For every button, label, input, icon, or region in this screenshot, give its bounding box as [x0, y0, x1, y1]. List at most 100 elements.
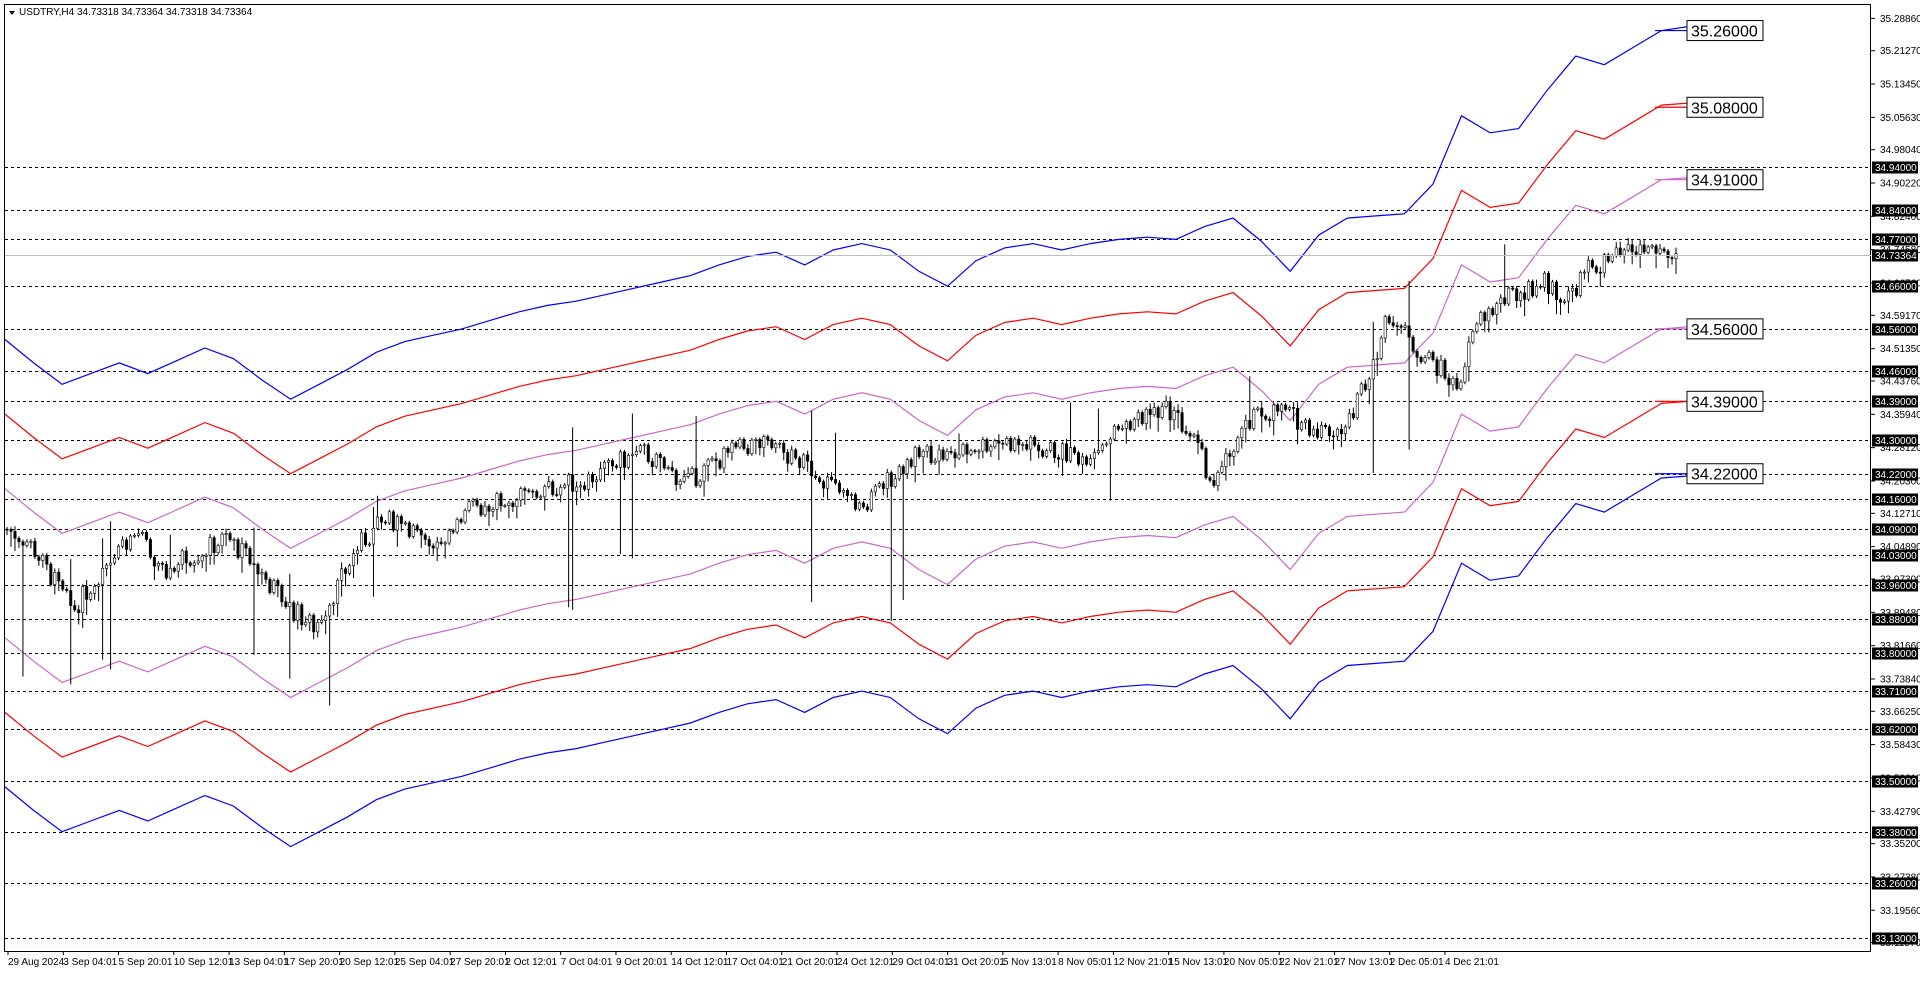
- level-badge: [1872, 280, 1918, 293]
- level-badge: [1872, 468, 1918, 481]
- candle-body: [1499, 297, 1503, 304]
- candle-body: [379, 516, 383, 523]
- candle-body: [132, 534, 136, 537]
- candle-body: [1284, 404, 1288, 410]
- candle-body: [439, 541, 443, 544]
- candle-body: [1487, 308, 1491, 322]
- candle-body: [33, 540, 37, 558]
- level-badge: [1872, 365, 1918, 378]
- band-end-tag: [1686, 20, 1764, 42]
- candle-body: [252, 563, 256, 566]
- candle-body: [1288, 407, 1292, 410]
- candle-body: [1049, 442, 1053, 451]
- candle-body: [1224, 453, 1228, 467]
- candle-body: [1164, 400, 1168, 407]
- level-badge-label: 33.50000: [1875, 777, 1917, 788]
- candle-body: [1566, 290, 1570, 302]
- candle-body: [622, 451, 626, 468]
- level-badge: [1872, 549, 1918, 562]
- candle-body: [579, 485, 583, 488]
- candle-body: [216, 545, 220, 554]
- x-tick-label: 7 Oct 04:01: [561, 957, 613, 968]
- level-badge-label: 33.26000: [1875, 879, 1917, 890]
- collapse-triangle-icon[interactable]: [9, 11, 15, 15]
- candle-body: [1483, 312, 1487, 322]
- candle-body: [236, 539, 240, 558]
- candle-body: [961, 444, 965, 456]
- candle-body: [419, 529, 423, 536]
- y-tick-label: 34.98040: [1880, 145, 1920, 156]
- candle-body: [977, 450, 981, 453]
- candle-body: [1519, 292, 1523, 302]
- candle-body: [164, 563, 168, 579]
- candle-body: [810, 460, 814, 477]
- candle-body: [626, 455, 630, 468]
- candle-body: [367, 543, 371, 546]
- level-badge: [1872, 685, 1918, 698]
- candle-body: [1367, 378, 1371, 391]
- candle-body: [503, 505, 507, 507]
- candle-body: [447, 530, 451, 544]
- candle-body: [37, 556, 41, 561]
- level-badge-label: 34.30000: [1875, 436, 1917, 447]
- candle-body: [1602, 254, 1606, 274]
- candle-body: [730, 442, 734, 453]
- x-tick-label: 15 Nov 13:01: [1169, 957, 1229, 968]
- level-badge-label: 34.16000: [1875, 495, 1917, 506]
- price-axis: 35.28860 35.21270 35.13450 35.05630 34.98040…: [1871, 14, 1920, 949]
- candle-body: [634, 450, 638, 456]
- candle-body: [53, 572, 57, 585]
- candle-body: [782, 442, 786, 453]
- candle-body: [371, 527, 375, 545]
- candle-body: [1515, 288, 1519, 302]
- candle-body: [937, 449, 941, 462]
- candle-body: [913, 447, 917, 467]
- candle-body: [758, 439, 762, 448]
- candle-body: [1562, 300, 1566, 303]
- candle-body: [722, 447, 726, 469]
- candle-body: [726, 447, 730, 453]
- candle-body: [606, 460, 610, 463]
- candle-body: [415, 525, 419, 531]
- candle-body: [1017, 438, 1021, 446]
- candle-body: [997, 440, 1001, 444]
- candle-body: [204, 555, 208, 557]
- candle-body: [348, 565, 352, 574]
- candle-body: [571, 474, 575, 492]
- x-tick-label: 21 Oct 20:01: [782, 957, 840, 968]
- candle-body: [256, 564, 260, 575]
- candle-body: [814, 475, 818, 479]
- candle-body: [1057, 457, 1061, 460]
- x-tick-label: 25 Sep 04:01: [395, 957, 455, 968]
- candle-body: [662, 457, 666, 469]
- candle-body: [794, 449, 798, 459]
- candle-body: [1280, 404, 1284, 412]
- candle-body: [921, 451, 925, 458]
- candle-body: [993, 440, 997, 448]
- candle-body: [1100, 444, 1104, 451]
- candle-body: [196, 560, 200, 564]
- candle-body: [1355, 393, 1359, 419]
- candle-body: [1670, 257, 1674, 259]
- x-tick-label: 10 Sep 12:01: [174, 957, 234, 968]
- level-badge: [1872, 395, 1918, 408]
- candle-body: [1411, 336, 1415, 352]
- candle-body: [1634, 251, 1638, 255]
- candle-body: [69, 590, 73, 606]
- candle-body: [885, 472, 889, 489]
- candle-body: [754, 439, 758, 441]
- candle-body: [690, 468, 694, 474]
- candle-body: [646, 444, 650, 462]
- candle-body: [845, 490, 849, 496]
- x-tick-label: 14 Oct 12:01: [671, 957, 729, 968]
- candle-body: [547, 481, 551, 487]
- candle-body: [1343, 426, 1347, 435]
- candle-body: [1622, 249, 1626, 256]
- candle-body: [1304, 419, 1308, 423]
- candle-body: [901, 466, 905, 475]
- candle-body: [1256, 407, 1260, 410]
- candle-body: [738, 439, 742, 448]
- candle-body: [89, 593, 93, 600]
